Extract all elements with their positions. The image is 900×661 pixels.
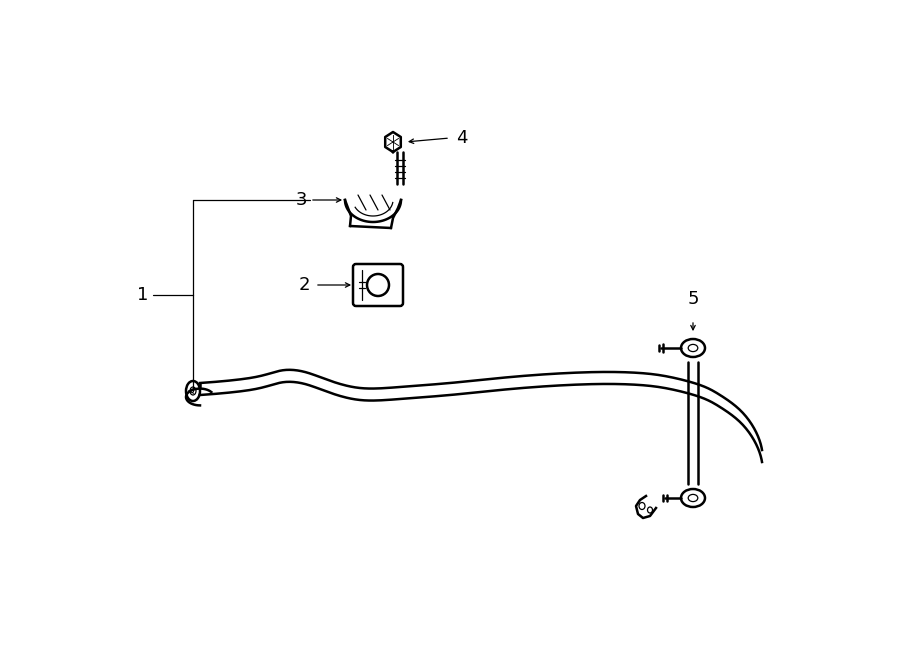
Text: 2: 2 — [299, 276, 310, 294]
Circle shape — [367, 274, 389, 296]
Text: 1: 1 — [137, 286, 148, 304]
Ellipse shape — [681, 489, 705, 507]
Text: 3: 3 — [295, 191, 307, 209]
Text: 4: 4 — [456, 129, 467, 147]
Ellipse shape — [190, 387, 196, 395]
FancyBboxPatch shape — [353, 264, 403, 306]
Ellipse shape — [681, 339, 705, 357]
Text: 5: 5 — [688, 290, 698, 308]
